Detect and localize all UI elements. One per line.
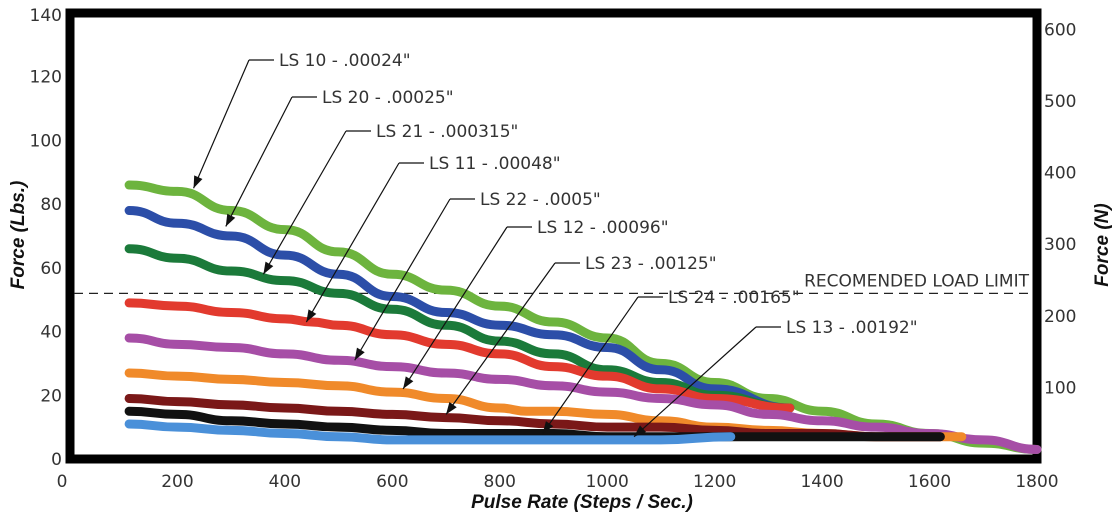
load-limit-label: RECOMENDED LOAD LIMIT [804,271,1029,291]
x-tick-label: 1400 [800,472,843,492]
annotation-label-9: LS 13 - .00192" [786,318,918,338]
annotation-arrowhead-3 [263,261,274,275]
x-axis-label: Pulse Rate (Steps / Sec.) [471,492,693,513]
annotation-arrowhead-6 [403,376,414,389]
y-tick-label: 140 [30,6,62,26]
y2-tick-label: 100 [1044,378,1076,398]
x-tick-label: 1800 [1015,472,1058,492]
y-tick-label: 80 [40,195,62,215]
annotation-label-1: LS 10 - .00024" [279,51,411,71]
y-tick-label: 20 [40,386,62,406]
x-tick-label: 800 [484,472,516,492]
series-line-9 [124,419,736,445]
annotation-label-3: LS 21 - .000315" [376,122,518,142]
annotation-arrow-1 [193,59,250,189]
x-tick-label: 1200 [693,472,736,492]
annotation-label-6: LS 12 - .00096" [537,218,669,238]
y-tick-label: 40 [40,323,62,343]
series-line-8 [124,406,945,442]
y-tick-label: 60 [40,259,62,279]
x-tick-label: 1000 [586,472,629,492]
y-tick-label: 100 [30,131,62,151]
annotation-arrowhead-8 [542,421,554,434]
y-tick-label: 120 [30,68,62,88]
annotation-arrowhead-7 [446,402,457,415]
annotation-arrow-5 [354,198,451,361]
y2-tick-label: 500 [1044,92,1076,112]
annotation-arrow-9 [633,326,757,438]
series-line-3 [124,244,795,413]
annotation-label-2: LS 20 - .00025" [322,88,454,108]
annotation-arrowhead-5 [354,347,365,361]
annotation-arrow-2 [225,96,293,227]
series-line-2 [124,206,795,413]
y2-axis-label: Force (N) [1092,203,1113,286]
annotation-label-8: LS 24 - .00165" [668,288,800,308]
annotation-arrow-7 [445,262,556,415]
series-line-4 [124,298,795,413]
x-tick-label: 200 [161,472,193,492]
x-tick-label: 400 [269,472,301,492]
x-tick-label: 600 [376,472,408,492]
annotation-label-5: LS 22 - .0005" [480,190,601,210]
annotation-arrowhead-1 [193,175,203,189]
y2-tick-label: 400 [1044,164,1076,184]
y-tick-label: 0 [51,450,62,470]
plot-frame [65,8,1042,464]
annotation-arrow-6 [402,226,508,390]
y2-tick-label: 200 [1044,307,1076,327]
annotation-arrowhead-9 [634,425,647,437]
annotation-arrow-8 [542,296,639,434]
annotation-label-7: LS 23 - .00125" [585,254,717,274]
series-line-5 [124,333,1042,454]
y2-tick-label: 300 [1044,235,1076,255]
annotation-arrowhead-2 [225,213,236,227]
annotation-arrow-3 [262,130,347,275]
annotation-arrowhead-4 [306,309,317,323]
x-tick-label: 1600 [908,472,951,492]
annotation-arrow-4 [305,162,400,323]
x-tick-label: 0 [57,472,68,492]
y-axis-label: Force (Lbs.) [8,181,29,290]
y2-tick-label: 600 [1044,20,1076,40]
annotation-label-4: LS 11 - .00048" [429,154,561,174]
